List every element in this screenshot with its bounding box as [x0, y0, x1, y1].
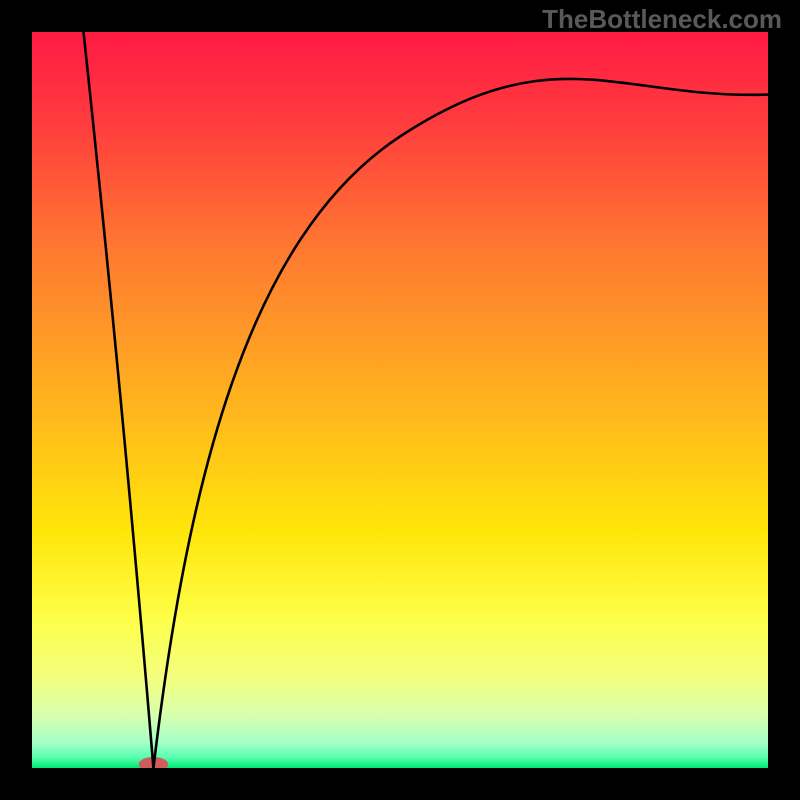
frame-border-left — [0, 0, 32, 800]
chart-container: TheBottleneck.com — [0, 0, 800, 800]
gradient-background — [32, 32, 768, 768]
frame-border-bottom — [0, 768, 800, 800]
watermark-text: TheBottleneck.com — [542, 4, 782, 35]
plot-svg — [32, 32, 768, 768]
frame-border-right — [768, 0, 800, 800]
plot-area — [32, 32, 768, 768]
